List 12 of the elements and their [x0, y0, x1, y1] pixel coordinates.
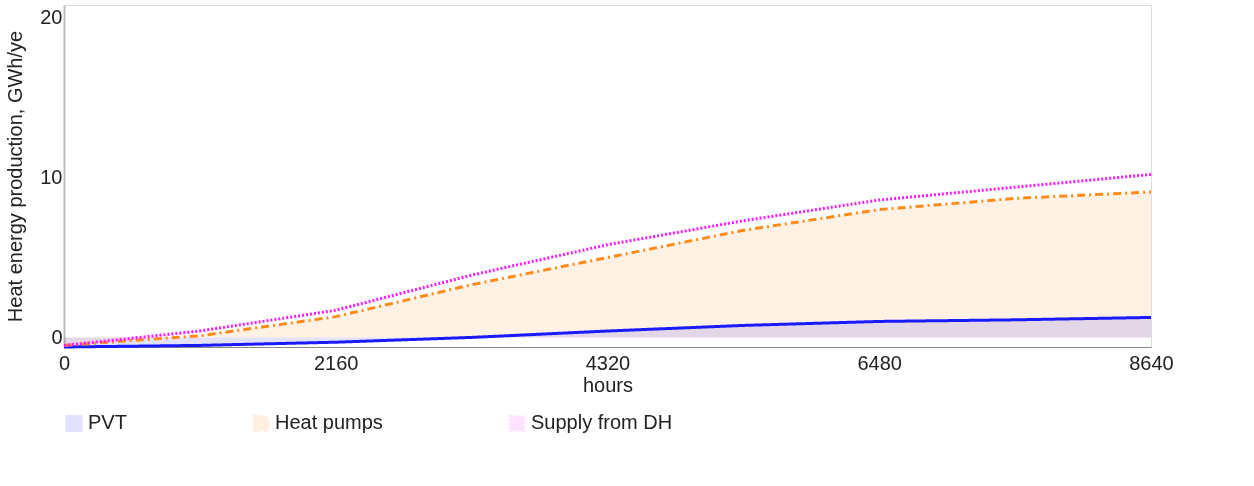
legend-label: PVT: [88, 411, 127, 434]
x-tick-label: 8640: [1129, 351, 1174, 374]
legend-label: Supply from DH: [531, 411, 673, 434]
x-axis-title: hours: [582, 373, 634, 396]
y-tick-label: 20: [40, 6, 63, 29]
y-tick-label: 10: [40, 166, 63, 189]
legend-label: Heat pumps: [275, 411, 383, 434]
y-axis-title: Heat energy production, GWh/ye: [4, 30, 27, 323]
x-tick-label: 2160: [314, 351, 359, 374]
x-tick-label: 4320: [585, 351, 631, 374]
y-tick-label: 0: [51, 325, 63, 348]
x-tick-label: 6480: [857, 351, 902, 374]
